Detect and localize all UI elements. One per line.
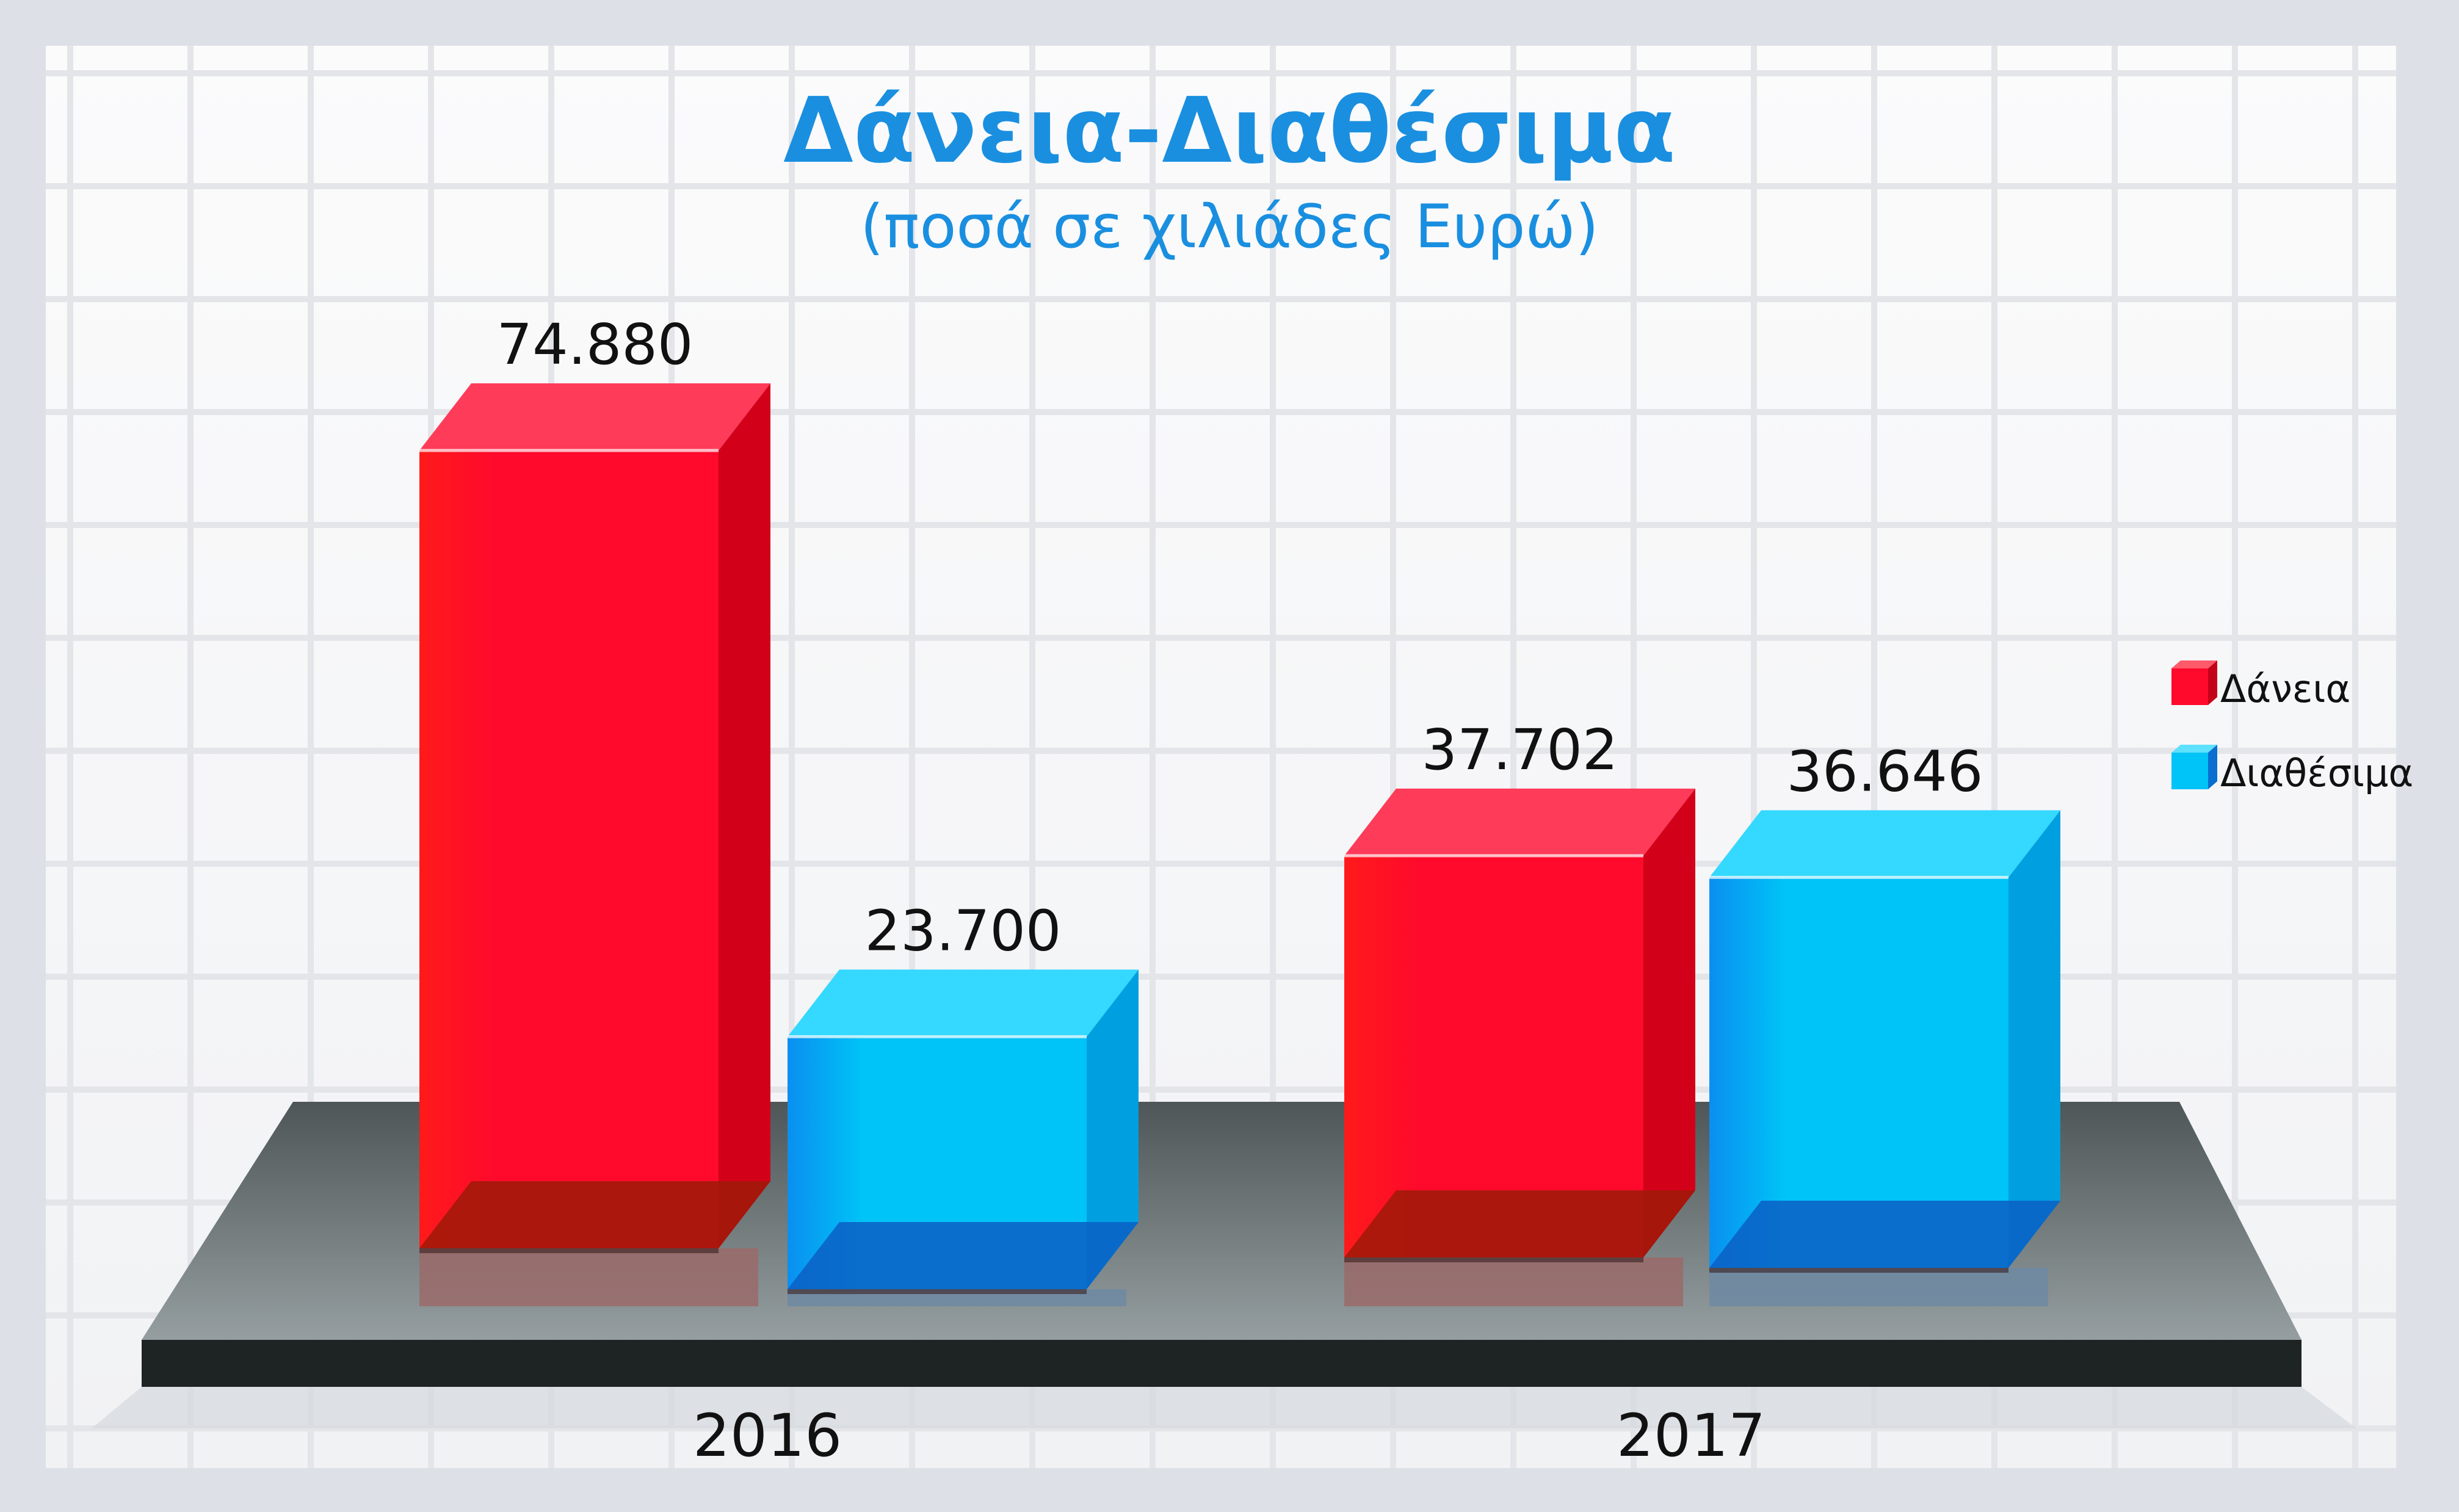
bar-floor (1709, 1201, 2060, 1268)
bar-reflection (1709, 1268, 2048, 1306)
chart-title: Δάνεια-Διαθέσιμα (783, 78, 1676, 183)
bar-reflection (1344, 1257, 1683, 1306)
legend-label-cash: Διαθέσιμα (2220, 751, 2413, 795)
legend: Δάνεια Διαθέσιμα (2171, 660, 2413, 795)
bar-side-face (1087, 969, 1139, 1289)
legend-swatch-cash (2171, 745, 2217, 789)
legend-swatch-loans (2171, 660, 2217, 705)
bar-floor (1344, 1190, 1695, 1257)
bar-top-face (1344, 788, 1695, 856)
bar-front-face (419, 450, 719, 1248)
data-label-loans-2017: 37.702 (1422, 717, 1618, 783)
bar-top-face (419, 383, 770, 450)
platform-front (142, 1340, 2301, 1387)
bar-top-face (788, 969, 1139, 1037)
bar-top-face (1709, 810, 2060, 878)
bar-floor (419, 1181, 770, 1248)
chart-subtitle: (ποσά σε χιλιάδες Ευρώ) (860, 192, 1599, 262)
x-tick-label-2016: 2016 (693, 1402, 842, 1470)
bar-loans-2016: 74.880 (419, 312, 770, 1306)
platform-shadow (92, 1387, 2356, 1428)
bar-reflection (419, 1248, 758, 1306)
bar-floor (788, 1222, 1139, 1289)
bar-loans-2017: 37.702 (1344, 717, 1695, 1306)
data-label-cash-2016: 23.700 (865, 898, 1062, 963)
legend-label-loans: Δάνεια (2220, 667, 2350, 711)
bar-cash-2017: 36.646 (1709, 739, 2060, 1306)
bar-side-face (1643, 788, 1695, 1257)
data-label-cash-2017: 36.646 (1787, 739, 1983, 804)
bar-side-face (2008, 810, 2060, 1268)
bar-side-face (719, 383, 770, 1248)
bars-layer: 74.880 37.702 23.700 36.646 (419, 312, 2060, 1306)
bar-cash-2016: 23.700 (788, 898, 1139, 1306)
x-tick-label-2017: 2017 (1617, 1402, 1765, 1470)
data-label-loans-2016: 74.880 (497, 312, 694, 377)
